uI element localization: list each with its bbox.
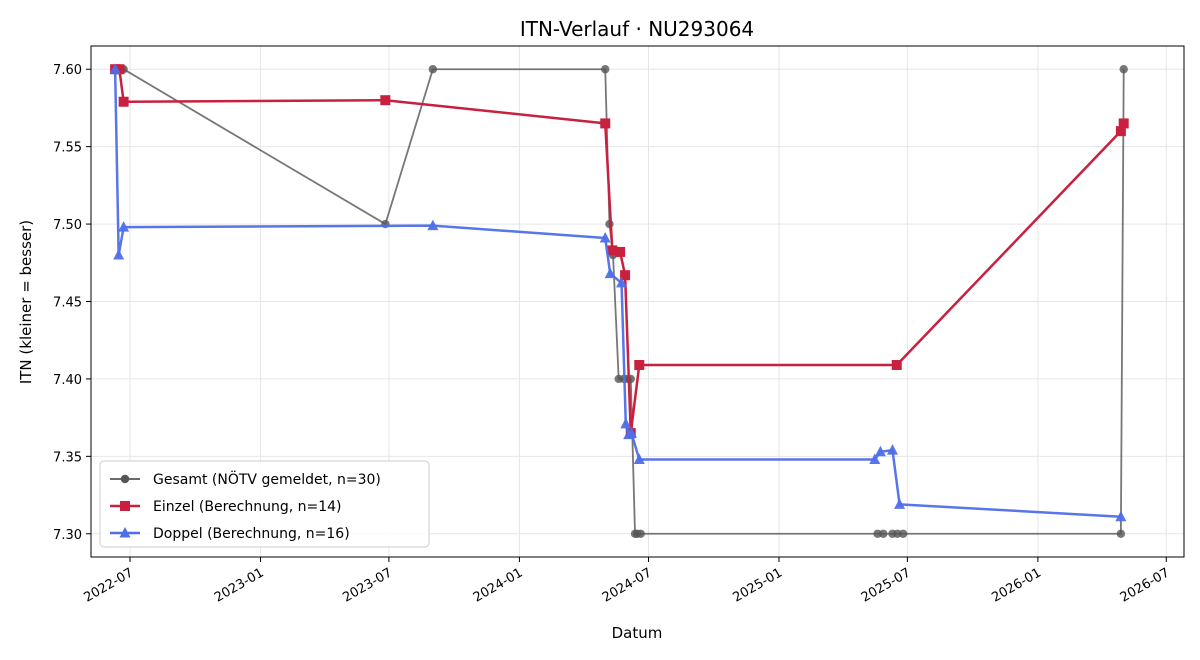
legend-label: Gesamt (NÖTV gemeldet, n=30) bbox=[153, 470, 381, 488]
y-axis-title: ITN (kleiner = besser) bbox=[17, 220, 35, 384]
data-point bbox=[636, 529, 645, 538]
y-tick-label: 7.40 bbox=[53, 373, 82, 388]
y-tick-label: 7.55 bbox=[53, 141, 82, 156]
legend-entry: Doppel (Berechnung, n=16) bbox=[110, 526, 350, 542]
data-point bbox=[1115, 510, 1127, 522]
legend-label: Doppel (Berechnung, n=16) bbox=[153, 526, 350, 542]
data-point bbox=[428, 65, 438, 74]
data-point bbox=[114, 64, 125, 75]
legend-marker bbox=[120, 474, 130, 484]
data-point bbox=[1119, 65, 1128, 74]
data-point bbox=[879, 529, 888, 538]
y-tick-label: 7.35 bbox=[53, 450, 82, 465]
data-point bbox=[886, 444, 898, 455]
data-point bbox=[1116, 529, 1126, 538]
y-tick-label: 7.60 bbox=[53, 63, 82, 78]
y-tick-label: 7.50 bbox=[53, 218, 82, 233]
data-point bbox=[869, 453, 881, 464]
legend-marker bbox=[120, 501, 130, 511]
data-point bbox=[615, 246, 626, 257]
legend-marker bbox=[119, 527, 131, 538]
chart-title: ITN-Verlauf · NU293064 bbox=[520, 17, 754, 41]
x-axis-title: Datum bbox=[612, 624, 663, 642]
data-point bbox=[616, 276, 628, 288]
legend: Gesamt (NÖTV gemeldet, n=30) Einzel (Bere… bbox=[99, 460, 430, 548]
data-point bbox=[380, 95, 391, 106]
series-triangle bbox=[109, 63, 1127, 522]
y-tick-label: 7.30 bbox=[53, 528, 82, 543]
legend-entry: Einzel (Berechnung, n=14) bbox=[110, 499, 342, 515]
y-tick-label: 7.45 bbox=[53, 296, 82, 311]
legend-entry: Gesamt (NÖTV gemeldet, n=30) bbox=[110, 470, 381, 488]
data-point bbox=[620, 270, 631, 281]
data-point bbox=[599, 232, 611, 243]
data-point bbox=[604, 267, 616, 279]
data-point bbox=[1115, 126, 1126, 137]
data-point bbox=[113, 249, 125, 260]
data-point bbox=[601, 65, 610, 74]
data-point bbox=[625, 427, 637, 438]
legend-box bbox=[99, 460, 430, 548]
data-point bbox=[118, 96, 129, 107]
data-point bbox=[607, 245, 618, 256]
series-line bbox=[113, 69, 1121, 518]
series-layer bbox=[109, 63, 1129, 538]
data-point bbox=[620, 417, 632, 429]
data-point bbox=[874, 445, 886, 457]
data-point bbox=[891, 359, 902, 370]
legend-entries: Gesamt (NÖTV gemeldet, n=30) Einzel (Bere… bbox=[110, 470, 381, 542]
data-point bbox=[600, 118, 611, 129]
data-point bbox=[898, 529, 908, 538]
data-point bbox=[1118, 118, 1129, 129]
data-point bbox=[109, 63, 121, 74]
data-point bbox=[427, 219, 439, 231]
data-point bbox=[118, 221, 130, 232]
data-point bbox=[634, 359, 645, 370]
legend-label: Einzel (Berechnung, n=14) bbox=[153, 499, 342, 515]
data-point bbox=[894, 498, 906, 509]
data-point bbox=[633, 453, 645, 464]
